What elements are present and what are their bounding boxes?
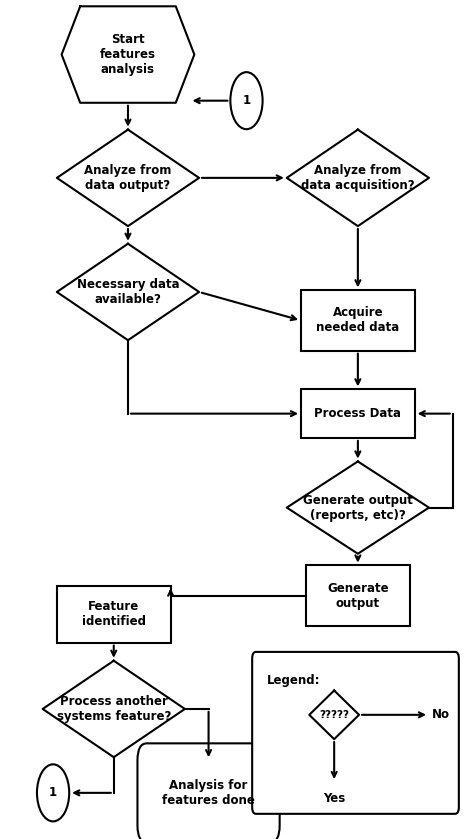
Bar [301,290,415,351]
Polygon shape [62,6,194,102]
Text: 1: 1 [49,786,57,800]
Polygon shape [57,130,199,227]
Circle shape [37,764,69,821]
Polygon shape [43,661,185,757]
Text: No: No [432,708,450,722]
Text: Process another
systems feature?: Process another systems feature? [56,695,171,723]
Bar [306,565,410,626]
Text: 1: 1 [242,94,251,107]
Text: Necessary data
available?: Necessary data available? [77,278,179,306]
Text: Analyze from
data output?: Analyze from data output? [84,164,172,192]
Bar [301,389,415,438]
Bar [57,586,171,643]
Polygon shape [287,461,429,554]
Text: Feature
identified: Feature identified [82,600,146,628]
Text: Yes: Yes [323,792,345,805]
Text: Process Data: Process Data [314,407,401,420]
Circle shape [230,72,263,129]
Text: Legend:: Legend: [266,674,320,686]
Polygon shape [57,244,199,341]
Text: Generate
output: Generate output [327,581,389,610]
Polygon shape [309,690,359,739]
Polygon shape [287,130,429,227]
Text: Analysis for
features done: Analysis for features done [162,779,255,807]
FancyBboxPatch shape [252,652,459,814]
Text: Analyze from
data acquisition?: Analyze from data acquisition? [301,164,415,192]
Text: ?????: ????? [319,710,349,720]
Text: Start
features
analysis: Start features analysis [100,33,156,76]
Text: Acquire
needed data: Acquire needed data [316,306,400,335]
Text: Generate output
(reports, etc)?: Generate output (reports, etc)? [303,493,413,522]
FancyBboxPatch shape [137,743,280,839]
